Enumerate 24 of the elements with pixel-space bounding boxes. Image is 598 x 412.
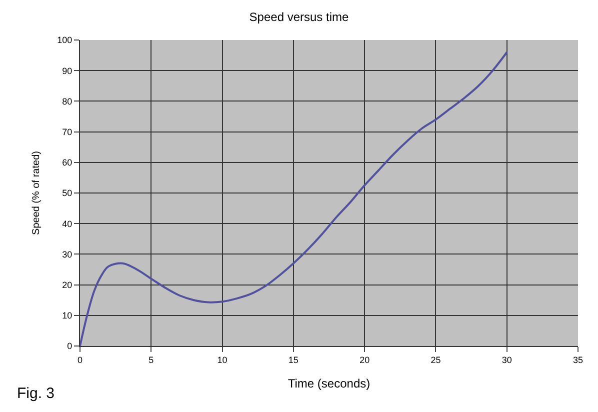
- x-tick-label: 20: [360, 354, 370, 365]
- y-tick-label: 10: [62, 310, 72, 321]
- y-axis-title: Speed (% of rated): [31, 151, 42, 235]
- x-tick-label: 5: [148, 354, 154, 365]
- y-tick-label: 20: [62, 280, 72, 290]
- y-tick-label: 60: [62, 158, 72, 168]
- y-tick-label: 70: [62, 126, 72, 137]
- x-tick-label: 10: [217, 354, 228, 365]
- x-tick-label: 15: [288, 354, 298, 365]
- x-tick-label: 30: [502, 354, 512, 365]
- x-tick-label: 0: [77, 354, 83, 365]
- x-tick-label: 35: [572, 354, 584, 365]
- caption: Fig. 3: [17, 385, 55, 402]
- y-tick-label: 100: [57, 35, 72, 46]
- y-tick-label: 80: [62, 96, 72, 106]
- y-tick-label: 90: [62, 66, 72, 76]
- y-tick-label: 50: [62, 188, 72, 198]
- x-tick-label: 25: [430, 354, 441, 365]
- x-axis-title: Time (seconds): [288, 376, 370, 391]
- y-tick-label: 30: [62, 249, 72, 260]
- y-tick-label: 0: [67, 341, 72, 352]
- y-tick-label: 40: [62, 218, 72, 229]
- chart-title: Speed versus time: [249, 10, 350, 24]
- line-series: [80, 51, 508, 346]
